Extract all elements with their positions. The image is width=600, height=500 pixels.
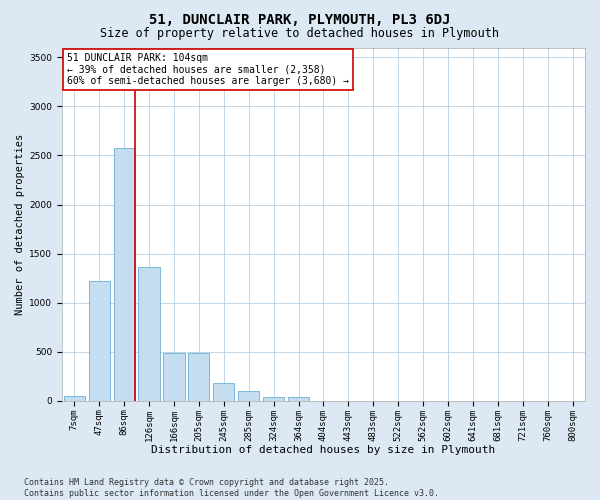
Bar <box>288 396 309 401</box>
Bar <box>213 383 235 401</box>
Bar <box>238 391 259 401</box>
Y-axis label: Number of detached properties: Number of detached properties <box>15 134 25 315</box>
Text: Contains HM Land Registry data © Crown copyright and database right 2025.
Contai: Contains HM Land Registry data © Crown c… <box>24 478 439 498</box>
Bar <box>188 353 209 401</box>
X-axis label: Distribution of detached houses by size in Plymouth: Distribution of detached houses by size … <box>151 445 496 455</box>
Text: 51, DUNCLAIR PARK, PLYMOUTH, PL3 6DJ: 51, DUNCLAIR PARK, PLYMOUTH, PL3 6DJ <box>149 12 451 26</box>
Bar <box>113 148 135 401</box>
Bar <box>64 396 85 401</box>
Bar <box>89 281 110 401</box>
Bar <box>163 353 185 401</box>
Bar <box>263 396 284 401</box>
Text: Size of property relative to detached houses in Plymouth: Size of property relative to detached ho… <box>101 28 499 40</box>
Bar <box>139 268 160 401</box>
Text: 51 DUNCLAIR PARK: 104sqm
← 39% of detached houses are smaller (2,358)
60% of sem: 51 DUNCLAIR PARK: 104sqm ← 39% of detach… <box>67 53 349 86</box>
